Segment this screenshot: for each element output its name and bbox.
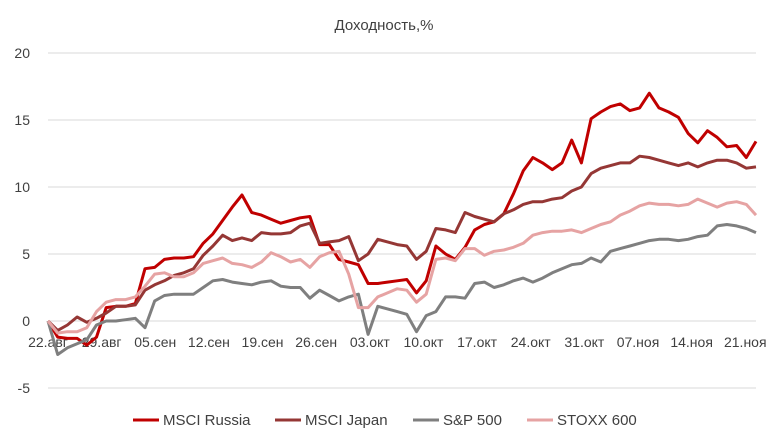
x-tick-label: 21.ноя	[724, 334, 767, 350]
series-line-0	[46, 91, 758, 347]
x-tick-label: 14.ноя	[670, 334, 713, 350]
x-axis: 22.авг 29.авг 05.сен 12.сен 19.сен 26.сен 03.о…	[28, 320, 767, 350]
series-line-2	[46, 223, 757, 356]
x-tick-label: 24.окт	[511, 334, 552, 350]
x-tick-label: 05.сен	[134, 334, 176, 350]
legend-label: MSCI Japan	[305, 412, 388, 429]
x-tick-label: 07.ноя	[617, 334, 660, 350]
legend: MSCI Russia MSCI Japan S&P 500 STOXX 600	[133, 412, 637, 429]
chart-title: Доходность,%	[335, 17, 434, 34]
y-tick-label: 5	[22, 246, 30, 262]
plot-area	[46, 91, 758, 356]
legend-label: S&P 500	[443, 412, 502, 429]
x-tick-label: 12.сен	[188, 334, 230, 350]
x-tick-label: 03.окт	[350, 334, 391, 350]
x-tick-label: 26.сен	[295, 334, 337, 350]
x-tick-label: 17.окт	[457, 334, 498, 350]
y-tick-label: 10	[14, 179, 30, 195]
chart-gridlines	[48, 52, 756, 389]
y-tick-label: 20	[14, 45, 30, 61]
x-tick-label: 10.окт	[403, 334, 444, 350]
x-tick-label: 31.окт	[564, 334, 605, 350]
y-tick-label: -5	[18, 380, 31, 396]
y-axis: -5 0 5 10 15 20	[14, 45, 30, 396]
y-tick-label: 15	[14, 112, 30, 128]
legend-label: MSCI Russia	[163, 412, 251, 429]
legend-label: STOXX 600	[557, 412, 637, 429]
series-line-3	[46, 197, 758, 335]
series-line-1	[46, 154, 757, 332]
x-tick-label: 19.сен	[242, 334, 284, 350]
y-tick-label: 0	[22, 313, 30, 329]
x-tick-label: 29.авг	[82, 334, 122, 350]
